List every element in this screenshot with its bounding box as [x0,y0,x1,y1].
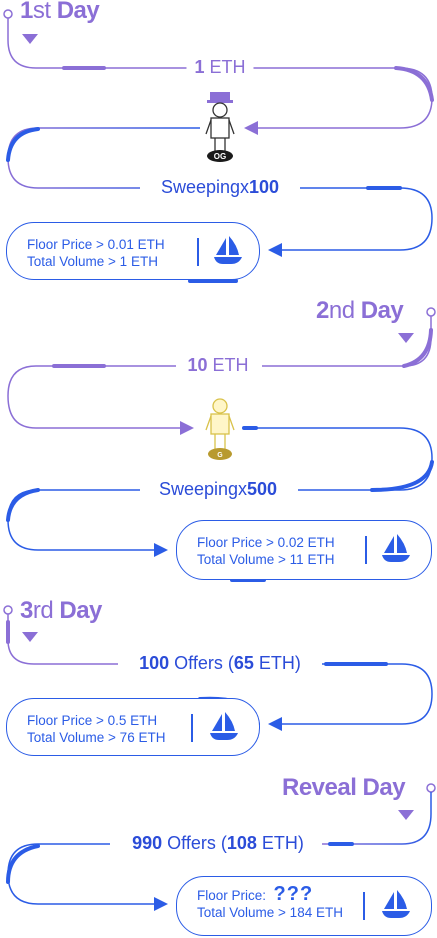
label-100-offers: 100 Offers (65 ETH) [131,653,309,674]
total-volume: Total Volume > 76 ETH [27,730,166,745]
boat-icon [382,890,410,918]
label-bold: 100 [139,653,170,673]
down-triangle-icon [398,810,414,820]
boat-icon [210,712,238,740]
label-text: Sweepingx [158,479,248,499]
day-word: Day [59,597,102,624]
floor-price: Floor Price > 0.01 ETH [27,237,165,252]
day-title-3: 3rd Day [20,597,102,625]
divider [363,892,365,920]
node-circle-icon [3,9,13,19]
label-bold: 10 [187,355,208,375]
label-text: ETH [204,57,246,77]
right-arrow-icon [154,543,168,557]
label-text: ETH) [253,653,301,673]
label-bold: 100 [249,177,280,197]
floor-price-label: Floor Price: [197,888,267,903]
label-text: ETH [207,355,249,375]
total-volume: Total Volume > 184 ETH [197,905,343,920]
card-text: Floor Price: ??? Total Volume > 184 ETH [197,883,343,921]
right-arrow-icon [154,897,168,911]
label-sweeping-500: Sweepingx500 [150,479,286,500]
day-word: Reveal Day [282,774,406,801]
label-text: ETH) [256,833,304,853]
label-990-offers: 990 Offers (108 ETH) [124,833,312,854]
down-triangle-icon [398,333,414,343]
day-title-2: 2nd Day [316,297,404,325]
total-volume: Total Volume > 11 ETH [197,552,335,567]
label-text: Sweepingx [160,177,250,197]
g-figure-icon: G [205,398,235,460]
day-number: 1 [20,0,33,24]
g-badge: G [217,452,223,459]
boat-icon [382,534,410,562]
og-badge: OG [214,152,226,161]
boat-icon [214,236,242,264]
day-number: 2 [316,297,329,324]
down-triangle-icon [22,632,38,642]
day-number: 3 [20,597,33,624]
label-bold: 65 [233,653,254,673]
right-arrow-icon [180,421,194,435]
day-suffix: rd [32,597,54,624]
divider [197,238,199,266]
label-10-eth: 10 ETH [179,355,257,376]
divider [365,536,367,564]
stats-card-reveal: Floor Price: ??? Total Volume > 184 ETH [176,876,432,936]
card-text: Floor Price > 0.01 ETH Total Volume > 1 … [27,236,165,270]
label-text: Offers ( [169,653,234,673]
label-bold: 990 [132,833,163,853]
og-figure-icon: OG [205,92,235,162]
down-triangle-icon [22,34,38,44]
label-bold: 108 [226,833,257,853]
left-arrow-icon [268,717,282,731]
divider [191,714,193,742]
day-word: Day [56,0,100,24]
day-word: Day [360,297,404,324]
label-bold: 1 [194,57,205,77]
floor-price-row: Floor Price: ??? [197,883,343,905]
left-arrow-icon [268,243,282,257]
day-title-reveal: Reveal Day [282,774,406,802]
stats-card-day3: Floor Price > 0.5 ETH Total Volume > 76 … [6,698,260,756]
label-sweeping-100: Sweepingx100 [152,177,288,198]
stats-card-day2: Floor Price > 0.02 ETH Total Volume > 11… [176,520,432,580]
day-title-1: 1st Day [20,0,100,25]
label-bold: 500 [247,479,278,499]
total-volume: Total Volume > 1 ETH [27,254,158,269]
card-text: Floor Price > 0.5 ETH Total Volume > 76 … [27,712,165,746]
label-text: Offers ( [162,833,227,853]
day-suffix: st [32,0,51,24]
label-1-eth: 1 ETH [186,57,254,78]
left-arrow-icon [244,121,258,135]
card-text: Floor Price > 0.02 ETH Total Volume > 11… [197,534,335,568]
floor-price: Floor Price > 0.02 ETH [197,535,335,550]
day-suffix: nd [328,297,355,324]
floor-price-value: ??? [273,883,314,905]
stats-card-day1: Floor Price > 0.01 ETH Total Volume > 1 … [6,222,260,280]
floor-price: Floor Price > 0.5 ETH [27,713,158,728]
